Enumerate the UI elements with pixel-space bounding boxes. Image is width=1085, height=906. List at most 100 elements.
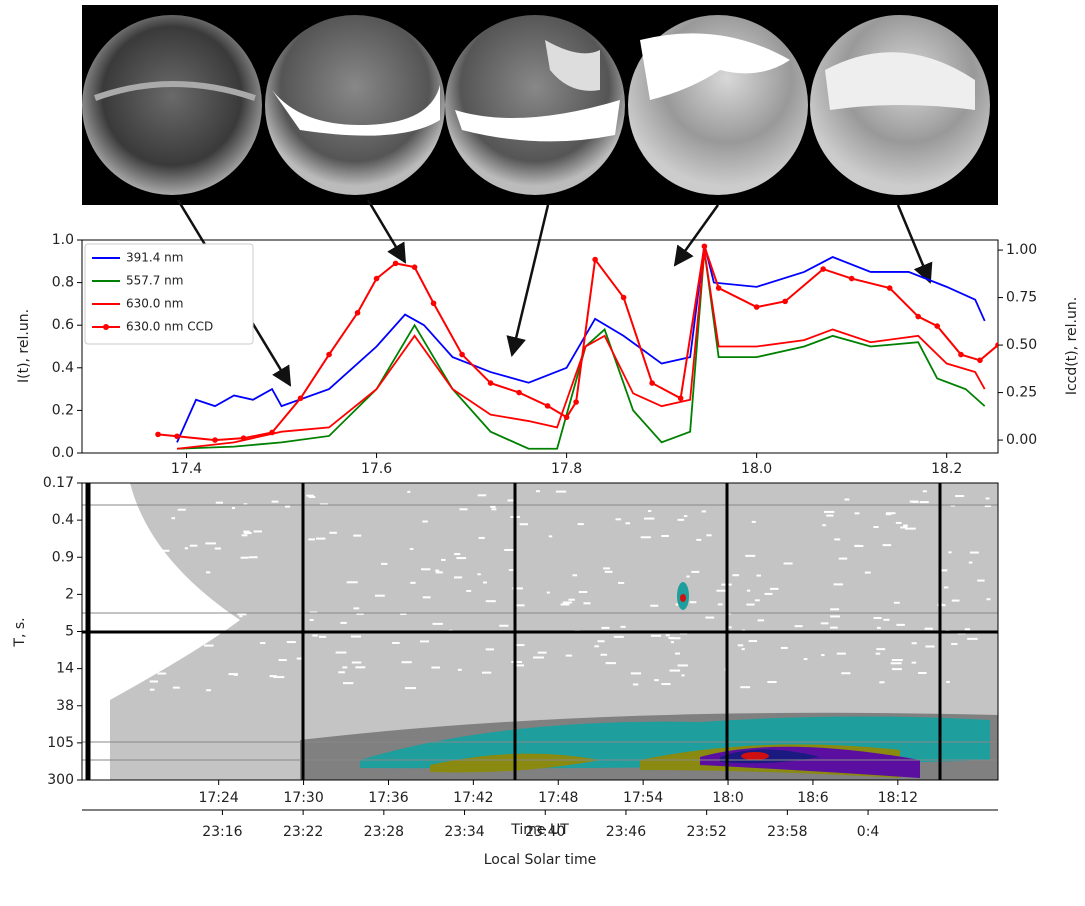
texture <box>838 557 848 560</box>
texture <box>604 570 613 573</box>
texture <box>431 666 441 669</box>
texture <box>706 534 712 537</box>
texture <box>504 548 515 551</box>
texture <box>583 602 591 605</box>
series-line <box>157 245 998 442</box>
texture <box>485 648 494 651</box>
texture <box>562 601 572 604</box>
texture <box>705 616 715 619</box>
texture <box>875 652 881 655</box>
texture <box>400 612 407 615</box>
texture <box>422 596 431 599</box>
texture <box>919 501 929 504</box>
texture <box>572 574 578 577</box>
texture <box>969 551 979 554</box>
texture <box>141 613 147 616</box>
texture <box>597 640 605 643</box>
series-point <box>886 285 893 291</box>
legend-box <box>84 243 254 345</box>
texture <box>783 562 793 565</box>
texture <box>435 569 440 572</box>
series-point <box>753 304 760 310</box>
texture <box>278 659 287 662</box>
texture <box>338 671 345 674</box>
x2-tick-label: 23:52 <box>686 824 726 840</box>
texture <box>481 671 492 674</box>
texture <box>746 589 751 592</box>
texture <box>977 579 985 582</box>
texture <box>879 681 885 684</box>
y2-tick-label: 0.75 <box>1006 290 1037 306</box>
texture <box>794 625 803 628</box>
texture <box>836 652 846 655</box>
texture <box>485 600 496 603</box>
legend-label: 630.0 nm <box>126 297 183 311</box>
texture <box>206 689 211 692</box>
y2-tick-label: 1.00 <box>1006 242 1037 258</box>
texture <box>454 576 463 579</box>
texture <box>618 581 625 584</box>
texture <box>841 672 851 675</box>
texture <box>206 571 211 574</box>
x-tick-label: 17.6 <box>361 461 392 477</box>
texture <box>243 503 248 506</box>
series-point <box>174 433 180 440</box>
texture <box>946 680 950 683</box>
texture <box>905 527 916 530</box>
series-point <box>487 380 494 386</box>
texture <box>883 618 890 621</box>
x2-tick-label: 23:58 <box>767 824 807 840</box>
texture <box>737 644 744 647</box>
series-point <box>977 357 983 364</box>
x-tick-label: 17.4 <box>171 461 202 477</box>
x2-tick-label: 23:16 <box>202 824 242 840</box>
texture <box>148 539 153 542</box>
texture <box>854 512 860 515</box>
texture <box>237 613 247 616</box>
series-point <box>326 351 332 358</box>
y-tick-label: 0.6 <box>52 317 74 333</box>
series-point <box>297 395 304 402</box>
texture <box>740 686 751 689</box>
texture <box>830 626 838 629</box>
texture <box>601 626 610 629</box>
texture <box>834 538 841 541</box>
texture <box>422 520 428 523</box>
texture <box>533 656 544 659</box>
texture <box>756 574 762 577</box>
texture <box>767 681 777 684</box>
texture <box>882 544 892 547</box>
texture <box>780 646 788 649</box>
texture <box>477 494 487 497</box>
y-tick-label: 0.9 <box>52 549 74 565</box>
texture <box>854 545 864 548</box>
y-tick-label: 0.4 <box>52 512 74 528</box>
x-tick-label: 17:24 <box>198 790 238 806</box>
y-tick-label: 0.2 <box>52 402 74 418</box>
texture <box>922 490 927 493</box>
series-point <box>701 243 708 250</box>
y-axis-label: T, s. <box>12 617 28 647</box>
texture <box>159 662 168 665</box>
texture <box>309 619 314 622</box>
texture <box>477 573 481 576</box>
texture <box>943 586 949 589</box>
series-point <box>915 313 921 320</box>
texture <box>162 549 170 552</box>
texture <box>409 547 414 550</box>
texture <box>548 535 553 538</box>
texture <box>308 538 315 541</box>
texture <box>764 592 773 595</box>
texture <box>647 510 652 513</box>
texture <box>140 674 146 677</box>
texture <box>171 517 176 520</box>
texture <box>964 628 971 631</box>
texture <box>483 581 487 584</box>
texture <box>535 490 540 493</box>
texture <box>546 591 550 594</box>
x-tick-label: 18.2 <box>931 461 962 477</box>
texture <box>686 575 690 578</box>
series-point <box>592 256 598 263</box>
x-tick-label: 18.0 <box>741 461 772 477</box>
